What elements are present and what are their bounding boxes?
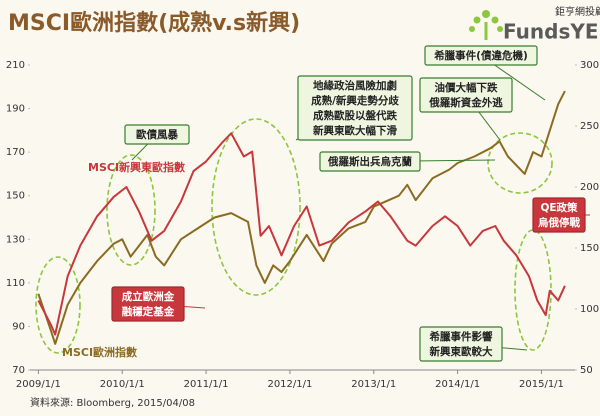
y-tick-label: 130 <box>6 234 25 245</box>
annotation: 俄羅斯出兵烏克蘭 <box>319 151 496 172</box>
highlight-ellipse <box>35 256 81 354</box>
chart-title: MSCI歐洲指數(成熟v.s新興) <box>8 10 300 36</box>
series-line <box>37 90 566 345</box>
logo-icon <box>482 10 490 18</box>
annotation-box <box>419 77 513 113</box>
annotation-text: 歐債風暴 <box>136 128 178 141</box>
logo-brand: FundsYES <box>503 20 600 44</box>
annotation-box <box>124 124 190 145</box>
annotation-text: 俄羅斯出兵烏克蘭 <box>327 155 412 168</box>
legend-label: MSCI新興東歐指數 <box>88 160 185 174</box>
annotation: 希臘事件(債違危機) <box>424 45 546 101</box>
annotation-text: 油價大幅下跌 <box>435 81 498 94</box>
annotation-text: 成熟/新興走勢分歧 <box>311 94 399 107</box>
y2-tick-label: 150 <box>580 243 599 254</box>
y-tick-label: 170 <box>6 147 25 158</box>
y2-tick-label: 250 <box>580 121 599 132</box>
logo-icon <box>473 16 481 24</box>
highlight-ellipse <box>211 118 301 296</box>
x-tick-label: 2009/1/1 <box>16 379 61 390</box>
x-tick-label: 2015/1/1 <box>519 379 564 390</box>
logo-company: 鉅亨網投顧 <box>555 5 600 18</box>
annotation: 歐債風暴 <box>124 124 190 161</box>
source: 資料來源: Bloomberg, 2015/04/08 <box>30 396 195 409</box>
y-tick-label: 190 <box>6 104 25 115</box>
y-tick-label: 90 <box>12 321 25 332</box>
y2-tick-label: 300 <box>580 60 599 71</box>
y2-tick-label: 50 <box>580 365 593 376</box>
annotation-text: 新興東歐大幅下滑 <box>313 124 397 137</box>
annotation-text: 融穩定基金 <box>122 305 175 318</box>
annotation-text: 新興東歐較大 <box>430 345 493 358</box>
annotation-text: 希臘事件影響 <box>429 330 493 343</box>
logo-icon <box>497 26 503 32</box>
annotation-box <box>419 326 503 362</box>
x-tick-label: 2013/1/1 <box>351 379 396 390</box>
y-tick-label: 70 <box>12 365 25 376</box>
y-tick-label: 150 <box>6 191 25 202</box>
x-tick-label: 2010/1/1 <box>100 379 145 390</box>
x-tick-label: 2011/1/1 <box>184 379 229 390</box>
y2-tick-label: 100 <box>580 304 599 315</box>
highlight-ellipses <box>35 118 553 354</box>
annotation-text: 成熟歐股以盤代跌 <box>313 109 397 122</box>
annotation-text: QE政策 <box>540 201 578 214</box>
series-line <box>37 132 566 336</box>
annotation-box <box>319 151 421 172</box>
highlight-ellipse <box>106 154 156 266</box>
annotation-box <box>532 197 586 233</box>
y2-tick-label: 200 <box>580 182 599 193</box>
annotation-box <box>111 286 185 322</box>
legend-label: MSCI歐洲指數 <box>62 345 137 359</box>
y-tick-label: 110 <box>6 278 25 289</box>
logo-icon <box>491 16 499 24</box>
highlight-ellipse <box>514 229 552 351</box>
annotation-text: 俄羅斯資金外逃 <box>428 96 503 109</box>
annotation-text: 地緣政治風險加劇 <box>313 79 397 92</box>
annotation-box <box>297 75 413 141</box>
highlight-ellipse <box>487 132 553 194</box>
x-tick-label: 2012/1/1 <box>267 379 312 390</box>
annotation-box <box>424 45 538 66</box>
annotation-text: 希臘事件(債違危機) <box>433 49 528 62</box>
logo-icon <box>469 26 475 32</box>
annotation-text: 成立歐洲金 <box>122 290 175 303</box>
annotation-text: 烏俄停戰 <box>538 216 580 229</box>
y-tick-label: 210 <box>6 60 25 71</box>
x-tick-label: 2014/1/1 <box>435 379 480 390</box>
logo: FundsYES 鉅亨網投顧 <box>469 5 600 44</box>
